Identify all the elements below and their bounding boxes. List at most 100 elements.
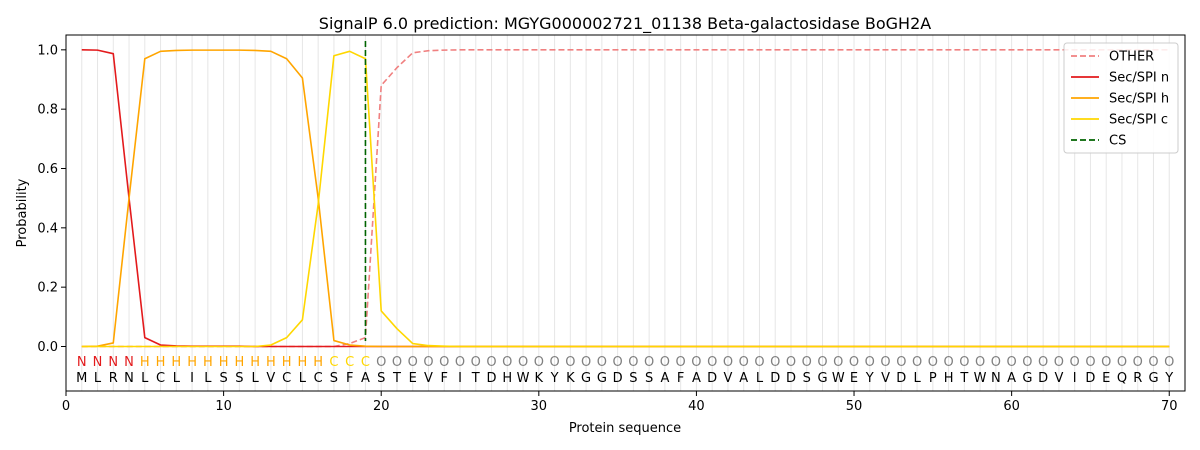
region-label: O	[991, 355, 1001, 370]
residue-label: F	[441, 371, 448, 386]
residue-label: G	[1148, 371, 1158, 386]
residue-label: E	[1102, 371, 1110, 386]
legend-label: Sec/SPI h	[1109, 92, 1169, 107]
plot-frame	[65, 34, 1186, 392]
region-label: O	[486, 355, 496, 370]
residue-label: A	[1007, 371, 1016, 386]
residue-label: G	[817, 371, 827, 386]
x-tick-label: 50	[846, 399, 863, 414]
region-label: O	[817, 355, 827, 370]
residue-label: N	[124, 371, 134, 386]
x-tick-label: 70	[1161, 399, 1178, 414]
region-label: H	[282, 355, 292, 370]
region-label: O	[880, 355, 890, 370]
region-label: H	[219, 355, 229, 370]
region-label: O	[975, 355, 985, 370]
y-tick-label: 0.4	[37, 221, 58, 236]
legend-label: Sec/SPI c	[1109, 113, 1168, 128]
region-label: O	[581, 355, 591, 370]
region-label: O	[912, 355, 922, 370]
region-label: O	[1117, 355, 1127, 370]
legend-box	[1063, 42, 1179, 154]
residue-label: L	[173, 371, 181, 386]
residue-label: S	[803, 371, 811, 386]
residue-label: I	[1073, 371, 1077, 386]
region-label: O	[376, 355, 386, 370]
residue-label: C	[314, 371, 323, 386]
region-label: O	[802, 355, 812, 370]
legend-label: CS	[1109, 134, 1126, 149]
residue-label: S	[629, 371, 637, 386]
region-label: O	[707, 355, 717, 370]
residue-label: D	[770, 371, 780, 386]
y-tick-label: 1.0	[37, 43, 58, 58]
region-label: O	[896, 355, 906, 370]
residue-label: L	[94, 371, 102, 386]
region-label: O	[1133, 355, 1143, 370]
region-label: O	[408, 355, 418, 370]
region-label: O	[1038, 355, 1048, 370]
residue-label: Y	[865, 371, 874, 386]
residue-label: M	[76, 371, 87, 386]
region-label: O	[1101, 355, 1111, 370]
residue-label: I	[190, 371, 194, 386]
y-axis-ticks: 0.0 0.2 0.4 0.6 0.8 1.0	[37, 43, 66, 355]
region-label: O	[597, 355, 607, 370]
residue-label: N	[991, 371, 1001, 386]
residue-label: L	[299, 371, 307, 386]
region-label: O	[660, 355, 670, 370]
region-label: H	[234, 355, 244, 370]
residue-label: L	[756, 371, 764, 386]
residue-label: S	[377, 371, 385, 386]
residue-label: F	[346, 371, 353, 386]
region-label: N	[93, 355, 103, 370]
residue-label: W	[517, 371, 530, 386]
x-tick-label: 60	[1003, 399, 1020, 414]
series-line-sec-spi-h	[81, 49, 1170, 348]
residue-label: F	[677, 371, 684, 386]
residue-label: D	[613, 371, 623, 386]
region-label: O	[943, 355, 953, 370]
residue-label: G	[581, 371, 591, 386]
region-label: O	[1007, 355, 1017, 370]
region-label: N	[108, 355, 118, 370]
region-label: O	[423, 355, 433, 370]
region-label: H	[187, 355, 197, 370]
region-label: O	[786, 355, 796, 370]
region-label: O	[849, 355, 859, 370]
residue-label: L	[141, 371, 149, 386]
residue-label: D	[1038, 371, 1048, 386]
residue-label: W	[974, 371, 987, 386]
residue-label: C	[282, 371, 291, 386]
region-label: O	[502, 355, 512, 370]
residue-label: K	[535, 371, 544, 386]
residue-label: V	[723, 371, 732, 386]
series-line-sec-spi-c	[81, 50, 1170, 348]
x-tick-label: 10	[215, 399, 232, 414]
x-axis-ticks: 0 10 20 30 40 50 60 70	[62, 391, 1178, 414]
region-label: H	[313, 355, 323, 370]
region-label: O	[770, 355, 780, 370]
x-axis-label: Protein sequence	[569, 421, 681, 436]
x-tick-label: 20	[373, 399, 390, 414]
y-tick-label: 0.2	[37, 281, 58, 296]
residue-label: D	[487, 371, 497, 386]
chart-title: SignalP 6.0 prediction: MGYG000002721_01…	[319, 14, 931, 34]
residue-label: D	[786, 371, 796, 386]
residue-label: Y	[1164, 371, 1173, 386]
residue-labels: NMNLNRNNHLHCHLHIHLHSHSHLHVHCHLHCCSCFCAOS…	[76, 355, 1174, 386]
residue-label: V	[266, 371, 275, 386]
residue-label: G	[1022, 371, 1032, 386]
region-label: H	[250, 355, 260, 370]
legend-label: OTHER	[1109, 50, 1154, 65]
residue-label: V	[881, 371, 890, 386]
region-label: O	[959, 355, 969, 370]
region-label: O	[392, 355, 402, 370]
region-label: O	[691, 355, 701, 370]
residue-label: T	[959, 371, 968, 386]
residue-label: T	[471, 371, 480, 386]
region-label: O	[518, 355, 528, 370]
region-label: O	[928, 355, 938, 370]
residue-label: S	[645, 371, 653, 386]
